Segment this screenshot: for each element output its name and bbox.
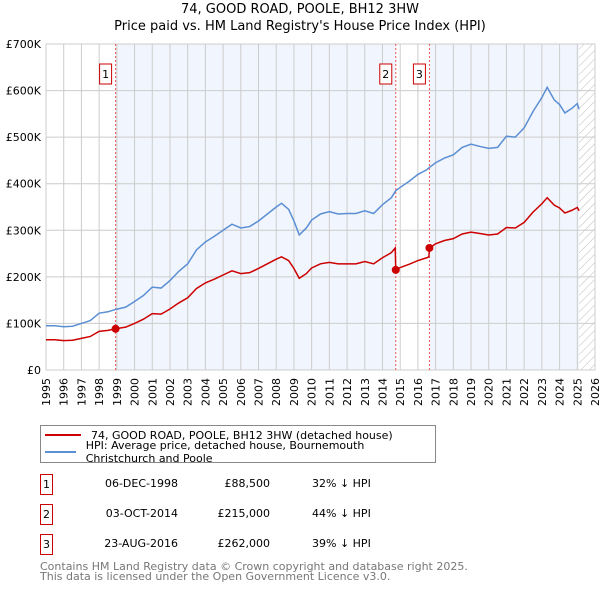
series-line — [46, 85, 580, 328]
x-tick-label: 1995 — [40, 378, 53, 406]
transaction-hpi-delta: 44% ↓ HPI — [312, 507, 371, 520]
x-tick-label: 2004 — [199, 378, 212, 406]
x-tick-label: 2006 — [235, 378, 248, 406]
legend-item-hpi: HPI: Average price, detached house, Bour… — [45, 439, 435, 465]
x-tick-label: 1999 — [111, 378, 124, 406]
transaction-date: 03-OCT-2014 — [105, 507, 178, 520]
sale-point — [111, 324, 120, 333]
y-tick-label: £200K — [6, 271, 42, 284]
sale-label-box — [99, 63, 113, 85]
legend-swatch — [45, 434, 81, 436]
y-tick-label: £600K — [6, 85, 42, 98]
x-tick-label: 2021 — [500, 378, 513, 406]
x-tick-label: 2023 — [536, 378, 549, 406]
shaded-ownership-range — [115, 44, 396, 370]
series-line — [46, 196, 580, 342]
transaction-number: 1 — [40, 474, 53, 495]
transaction-number: 2 — [40, 504, 53, 525]
x-tick-label: 2017 — [430, 378, 443, 406]
x-tick-label: 2024 — [554, 378, 567, 406]
x-tick-label: 2026 — [589, 378, 600, 406]
footer-line-1: Contains HM Land Registry data © Crown c… — [40, 560, 468, 573]
transaction-date: 23-AUG-2016 — [104, 537, 178, 550]
x-tick-label: 1997 — [75, 378, 88, 406]
x-tick-label: 2012 — [341, 378, 354, 406]
x-tick-label: 1998 — [93, 378, 106, 406]
transaction-row: 2 03-OCT-2014 £215,000 44% ↓ HPI — [40, 504, 440, 525]
x-tick-label: 2018 — [447, 378, 460, 406]
transaction-row: 1 06-DEC-1998 £88,500 32% ↓ HPI — [40, 474, 440, 495]
legend-item-property: 74, GOOD ROAD, POOLE, BH12 3HW (detached… — [45, 427, 393, 443]
sale-label: 1 — [102, 68, 109, 81]
sale-label: 3 — [416, 68, 423, 81]
x-tick-label: 2011 — [323, 378, 336, 406]
chart: 1995 1996 1997 1998 1999 2000 2001 2002 2003 2004… — [6, 38, 600, 406]
y-tick-label: £0 — [27, 364, 41, 377]
footer-line-2: This data is licensed under the Open Gov… — [40, 570, 391, 583]
x-tick-label: 1996 — [58, 378, 71, 406]
x-tick-label: 2000 — [129, 378, 142, 406]
x-tick-label: 2025 — [571, 378, 584, 406]
y-tick-label: £400K — [6, 178, 42, 191]
sale-point — [391, 265, 400, 274]
sale-label: 2 — [382, 68, 389, 81]
sale-label-box — [379, 63, 393, 85]
sale-point — [425, 243, 434, 252]
x-tick-label: 2010 — [306, 378, 319, 406]
x-tick-label: 2001 — [146, 378, 159, 406]
x-tick-label: 2009 — [288, 378, 301, 406]
x-tick-label: 2015 — [394, 378, 407, 406]
legend-label: 74, GOOD ROAD, POOLE, BH12 3HW (detached… — [91, 428, 393, 442]
transaction-number: 3 — [40, 534, 53, 555]
transaction-hpi-delta: 32% ↓ HPI — [312, 477, 371, 490]
x-tick-label: 2022 — [518, 378, 531, 406]
y-tick-label: £300K — [6, 224, 42, 237]
sale-label-box — [412, 63, 426, 85]
transaction-price: £215,000 — [217, 507, 271, 520]
x-tick-label: 2002 — [164, 378, 177, 406]
x-tick-label: 2007 — [253, 378, 266, 406]
x-tick-label: 2014 — [376, 378, 389, 406]
x-tick-label: 2019 — [465, 378, 478, 406]
chart-title: 74, GOOD ROAD, POOLE, BH12 3HW — [181, 2, 419, 17]
legend-label: HPI: Average price, detached house, Bour… — [85, 439, 365, 465]
x-tick-label: 2016 — [412, 378, 425, 406]
y-tick-label: £100K — [6, 317, 42, 330]
y-tick-label: £500K — [6, 131, 42, 144]
transaction-date: 06-DEC-1998 — [104, 477, 178, 490]
transaction-hpi-delta: 39% ↓ HPI — [312, 537, 371, 550]
transaction-price: £262,000 — [217, 537, 271, 550]
hatched-region — [579, 44, 595, 370]
x-tick-label: 2008 — [270, 378, 283, 406]
transaction-row: 3 23-AUG-2016 £262,000 39% ↓ HPI — [40, 534, 440, 555]
x-tick-label: 2013 — [359, 378, 372, 406]
legend-swatch — [45, 451, 76, 453]
legend: 74, GOOD ROAD, POOLE, BH12 3HW (detached… — [40, 425, 436, 465]
transaction-price: £88,500 — [224, 477, 271, 490]
x-tick-label: 2020 — [483, 378, 496, 406]
x-tick-label: 2003 — [182, 378, 195, 406]
x-tick-label: 2005 — [217, 378, 230, 406]
chart-subtitle: Price paid vs. HM Land Registry's House … — [114, 19, 486, 34]
y-tick-label: £700K — [6, 38, 42, 51]
